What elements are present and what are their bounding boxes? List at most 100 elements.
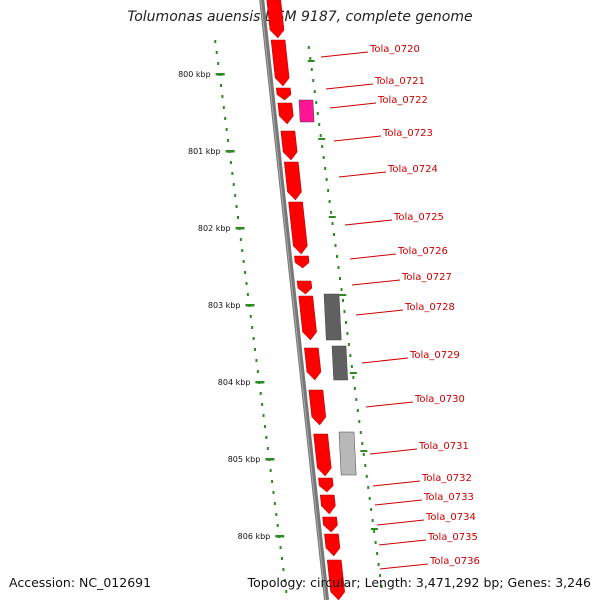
scale-tick — [275, 535, 285, 538]
track-dot — [358, 420, 361, 423]
map-title: Tolumonas auensis DSM 9187, complete gen… — [127, 9, 473, 25]
gene-arrow-red — [313, 433, 332, 477]
track-dot — [310, 68, 313, 71]
scale-dot — [259, 392, 262, 395]
scale-dot — [254, 348, 257, 351]
gene-label[interactable]: Tola_0725 — [393, 212, 444, 223]
track-dash — [339, 294, 347, 296]
gene-arrow-red — [308, 389, 327, 426]
track-dash — [349, 372, 357, 374]
gene-label[interactable]: Tola_0724 — [387, 164, 438, 175]
gene-arrow-red — [275, 87, 292, 101]
scale-tick-label: 801 kbp — [188, 147, 221, 156]
gene-label[interactable]: Tola_0733 — [423, 492, 474, 503]
gene-label[interactable]: Tola_0732 — [421, 473, 472, 484]
track-dot — [374, 541, 377, 544]
gene-arrow-red — [298, 295, 317, 341]
gene-block-dark — [331, 345, 348, 381]
track-dot — [324, 167, 327, 170]
gene-label[interactable]: Tola_0731 — [418, 441, 469, 452]
track-dot — [379, 574, 382, 577]
scale-dot — [244, 271, 247, 274]
track-dot — [352, 376, 355, 379]
gene-leader-line — [349, 253, 397, 260]
track-dot — [365, 475, 368, 478]
track-dot — [318, 123, 321, 126]
gene-label[interactable]: Tola_0721 — [374, 76, 425, 87]
gene-label[interactable]: Tola_0729 — [409, 350, 460, 361]
scale-dot — [245, 282, 248, 285]
track-dot — [353, 387, 356, 390]
track-dot — [330, 211, 333, 214]
scale-dot — [239, 238, 242, 241]
scale-dot — [236, 216, 239, 219]
track-dot — [341, 299, 344, 302]
track-dash — [307, 60, 315, 62]
scale-dot — [235, 205, 238, 208]
gene-arrow-red — [266, 0, 285, 39]
scale-dot — [249, 315, 252, 318]
scale-tick — [235, 227, 245, 230]
gene-label[interactable]: Tola_0723 — [382, 128, 433, 139]
track-dot — [336, 255, 339, 258]
track-dot — [344, 321, 347, 324]
gene-label[interactable]: Tola_0726 — [397, 246, 448, 257]
gene-label[interactable]: Tola_0735 — [427, 532, 478, 543]
gene-arrow-red — [326, 559, 345, 600]
gene-leader-line — [338, 171, 387, 178]
scale-dot — [282, 568, 285, 571]
track-dot — [327, 189, 330, 192]
track-dot — [338, 277, 341, 280]
gene-label[interactable]: Tola_0727 — [401, 272, 452, 283]
scale-dot — [232, 183, 235, 186]
track-dash — [370, 528, 378, 530]
gene-arrow-red — [324, 533, 341, 557]
gene-arrow-red — [280, 130, 298, 161]
scale-dot — [246, 293, 249, 296]
track-dot — [325, 178, 328, 181]
scale-dot — [261, 403, 264, 406]
gene-label[interactable]: Tola_0722 — [377, 95, 428, 106]
scale-tick-label: 806 kbp — [238, 532, 271, 541]
gene-label[interactable]: Tola_0720 — [369, 44, 420, 55]
scale-dot — [262, 414, 265, 417]
scale-dot — [256, 370, 259, 373]
track-dot — [376, 552, 379, 555]
scale-tick — [245, 304, 255, 307]
track-dot — [377, 563, 380, 566]
track-dot — [371, 519, 374, 522]
gene-leader-line — [379, 563, 429, 570]
track-dot — [307, 46, 310, 49]
gene-block-light — [338, 431, 357, 476]
scale-dot — [214, 40, 217, 43]
gene-leader-line — [361, 357, 409, 364]
backbone-line — [259, 0, 330, 600]
track-dot — [349, 354, 352, 357]
track-dot — [350, 365, 353, 368]
gene-leader-line — [351, 279, 401, 286]
gene-leader-line — [329, 102, 377, 109]
gene-arrow-red — [270, 39, 290, 87]
track-dot — [313, 90, 316, 93]
gene-label[interactable]: Tola_0734 — [425, 512, 476, 523]
scale-dot — [272, 491, 275, 494]
gene-leader-line — [372, 480, 421, 487]
gene-leader-line — [320, 51, 369, 58]
gene-label[interactable]: Tola_0736 — [429, 556, 480, 567]
track-dash — [318, 138, 326, 140]
track-dot — [309, 57, 312, 60]
track-dot — [362, 453, 365, 456]
scale-dot — [285, 590, 288, 593]
gene-label[interactable]: Tola_0730 — [414, 394, 465, 405]
scale-dot — [234, 194, 237, 197]
gene-label[interactable]: Tola_0728 — [404, 302, 455, 313]
track-dot — [340, 288, 343, 291]
gene-leader-line — [333, 135, 382, 142]
gene-block-dark — [323, 293, 342, 341]
scale-dot — [255, 359, 258, 362]
scale-dot — [242, 260, 245, 263]
track-dash — [360, 450, 368, 452]
scale-dot — [225, 128, 228, 131]
